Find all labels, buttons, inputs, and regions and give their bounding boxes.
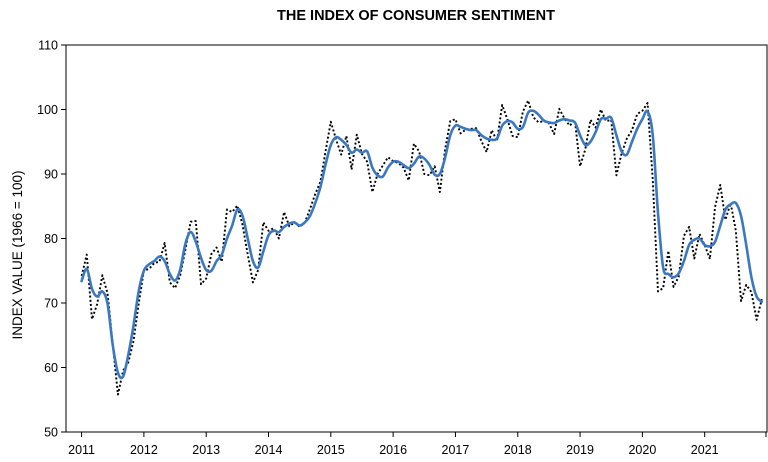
x-tick-label: 2021 — [691, 443, 719, 457]
y-axis-label: INDEX VALUE (1966 = 100) — [10, 171, 25, 340]
chart-title: THE INDEX OF CONSUMER SENTIMENT — [277, 8, 555, 24]
x-axis: 2011 2012 2013 2014 2015 2016 2017 2018 2019 2020… — [68, 432, 767, 457]
y-tick-label: 110 — [38, 39, 58, 53]
x-tick-label: 2012 — [130, 443, 158, 457]
x-tick-label: 2017 — [442, 443, 470, 457]
y-tick-label: 90 — [44, 168, 58, 182]
y-tick-label: 70 — [44, 297, 58, 311]
series-layer — [80, 99, 764, 396]
y-axis: 50 60 70 80 90 100 110 — [37, 39, 66, 440]
y-tick-label: 50 — [44, 426, 58, 440]
x-tick-label: 2019 — [566, 443, 594, 457]
y-tick-label: 100 — [37, 103, 58, 117]
x-tick-label: 2013 — [192, 443, 220, 457]
plot-area-frame — [65, 44, 768, 433]
series-line-smoothed — [80, 109, 764, 380]
y-tick-label: 60 — [44, 361, 58, 375]
x-tick-label: 2011 — [68, 443, 95, 457]
x-tick-label: 2020 — [628, 443, 656, 457]
y-tick-label: 80 — [44, 232, 58, 246]
x-tick-label: 2016 — [379, 443, 407, 457]
x-tick-label: 2018 — [504, 443, 532, 457]
x-tick-label: 2014 — [255, 443, 283, 457]
x-tick-label: 2015 — [317, 443, 345, 457]
